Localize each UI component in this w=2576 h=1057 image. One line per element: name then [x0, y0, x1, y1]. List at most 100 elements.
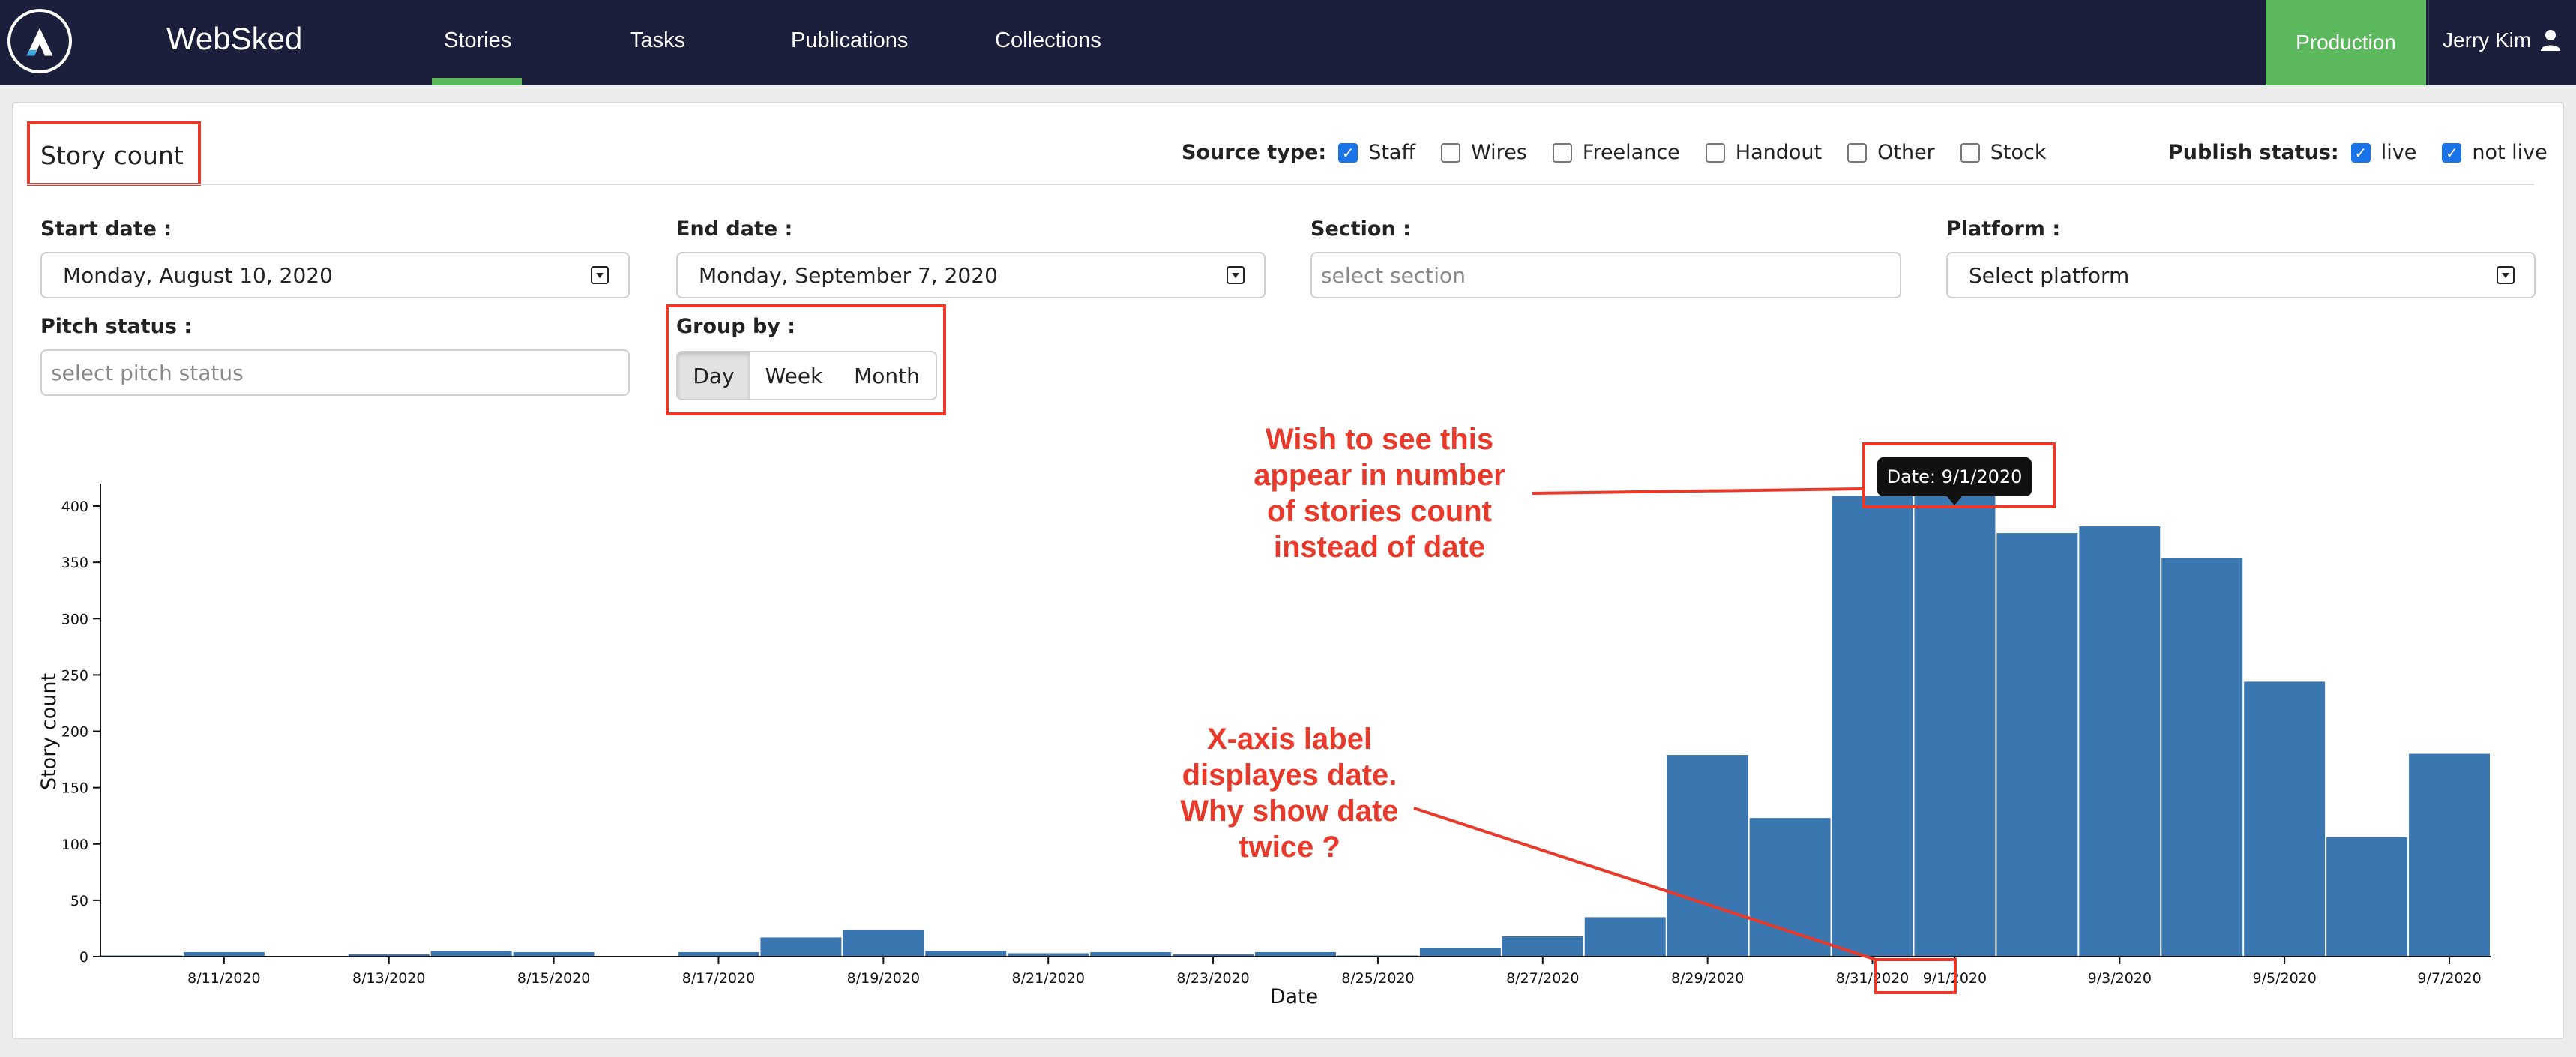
tab-collections[interactable]: Collections: [995, 28, 1101, 52]
annotation-line: appear in number: [1254, 459, 1505, 492]
x-tick-label: 8/23/2020: [1176, 970, 1249, 987]
top-nav: WebSked Stories Tasks Publications Colle…: [0, 0, 2576, 85]
user-menu[interactable]: Jerry Kim: [2443, 28, 2561, 52]
chart-bar: [1914, 493, 1996, 957]
section-input[interactable]: select section: [1310, 252, 1901, 298]
checkbox-label: Staff: [1368, 141, 1416, 164]
annotation-line: Why show date: [1180, 795, 1399, 828]
x-tick-label: 8/13/2020: [352, 970, 425, 987]
end-date-label: End date :: [676, 217, 793, 241]
y-tick-label: 200: [61, 724, 88, 741]
tab-publications[interactable]: Publications: [791, 28, 909, 52]
chart-bar: [1832, 496, 1913, 957]
x-tick-label: 8/27/2020: [1506, 970, 1579, 987]
checkbox-wires[interactable]: [1441, 142, 1461, 163]
group-by-month-button[interactable]: Month: [838, 351, 937, 400]
dropdown-icon: [2497, 266, 2515, 284]
tab-tasks[interactable]: Tasks: [630, 28, 686, 52]
xaxis-label-highlight-box: [1874, 958, 1957, 994]
environment-button[interactable]: Production: [2266, 0, 2426, 85]
y-tick-label: 300: [61, 611, 88, 627]
source-type-label: Source type:: [1182, 141, 1327, 164]
checkbox-label: Handout: [1735, 141, 1823, 164]
chart-bar: [1255, 951, 1336, 957]
chart-bar: [1502, 936, 1583, 957]
checkbox-stock[interactable]: [1960, 142, 1980, 163]
start-date-label: Start date :: [40, 217, 172, 241]
nav-divider: [2428, 0, 2429, 85]
chart-bar: [760, 937, 842, 957]
chart-bar: [2326, 837, 2408, 957]
chart-bar: [2079, 526, 2161, 957]
x-tick-label: 8/15/2020: [517, 970, 590, 987]
source-type-filter: Source type: ✓ Staff Wires Freelance Hand…: [1182, 141, 2060, 164]
chart-bar: [2244, 681, 2326, 957]
pitch-status-label: Pitch status :: [40, 315, 193, 338]
platform-select[interactable]: Select platform: [1946, 252, 2536, 298]
chart-bar: [348, 954, 430, 957]
x-axis-title: Date: [1270, 985, 1319, 1008]
pitch-status-placeholder: select pitch status: [51, 360, 244, 385]
group-by-label: Group by :: [676, 315, 796, 338]
x-tick-label: 9/3/2020: [2088, 970, 2152, 987]
checkbox-label: Stock: [1990, 141, 2047, 164]
chart-bar: [678, 951, 759, 957]
app-logo-icon[interactable]: [7, 9, 72, 73]
annotation-bottom: X-axis label displayes date. Why show da…: [1140, 721, 1439, 865]
checkbox-handout[interactable]: [1705, 142, 1725, 163]
app-name: WebSked: [166, 21, 303, 56]
chart-bar: [1008, 953, 1089, 957]
y-axis-title: Story count: [37, 673, 61, 790]
pitch-status-input[interactable]: select pitch status: [40, 349, 630, 396]
checkbox-staff[interactable]: ✓: [1338, 142, 1358, 163]
y-tick-label: 0: [79, 949, 88, 966]
checkbox-live[interactable]: ✓: [2350, 142, 2371, 163]
platform-value: Select platform: [1969, 262, 2130, 288]
checkbox-label: Freelance: [1582, 141, 1680, 164]
annotation-line: Wish to see this: [1265, 423, 1494, 456]
section-label: Section :: [1310, 217, 1411, 241]
x-tick-label: 8/11/2020: [187, 970, 260, 987]
chart-bar: [513, 951, 595, 957]
platform-label: Platform :: [1946, 217, 2061, 241]
x-tick-label: 8/29/2020: [1671, 970, 1744, 987]
group-by-week-button[interactable]: Week: [750, 351, 840, 400]
chart-bar: [1749, 818, 1831, 957]
chart-bar: [183, 951, 265, 957]
checkbox-other[interactable]: [1847, 142, 1868, 163]
bar-tooltip: Date: 9/1/2020: [1877, 457, 2032, 505]
checkbox-label: Other: [1877, 141, 1935, 164]
chart-bar: [1090, 951, 1172, 957]
checkbox-label: live: [2380, 141, 2417, 164]
end-date-select[interactable]: Monday, September 7, 2020: [676, 252, 1266, 298]
publish-status-label: Publish status:: [2168, 141, 2339, 164]
checkbox-freelance[interactable]: [1552, 142, 1572, 163]
dropdown-icon: [1227, 266, 1245, 284]
active-tab-indicator: [432, 78, 522, 85]
y-tick-label: 400: [61, 499, 88, 515]
x-tick-label: 8/19/2020: [847, 970, 920, 987]
annotation-line: of stories count: [1266, 495, 1493, 528]
start-date-value: Monday, August 10, 2020: [63, 262, 333, 288]
annotation-top: Wish to see this appear in number of sto…: [1215, 421, 1544, 565]
y-tick-label: 350: [61, 555, 88, 571]
tooltip-highlight-box: [1862, 442, 2056, 508]
start-date-select[interactable]: Monday, August 10, 2020: [40, 252, 630, 298]
checkbox-not-live[interactable]: ✓: [2442, 142, 2462, 163]
chart-bar: [1419, 947, 1501, 957]
user-icon: [2541, 30, 2561, 51]
checkbox-label: Wires: [1471, 141, 1527, 164]
annotation-line: twice ?: [1239, 831, 1340, 864]
publish-status-filter: Publish status: ✓ live ✓ not live: [2168, 141, 2561, 164]
chart-bar: [1996, 533, 2078, 957]
x-tick-label: 8/17/2020: [682, 970, 755, 987]
title-divider: [27, 184, 2534, 185]
tab-stories[interactable]: Stories: [444, 28, 512, 52]
group-by-day-button[interactable]: Day: [676, 351, 751, 400]
group-by-highlight-box: [666, 304, 946, 415]
y-tick-label: 100: [61, 837, 88, 853]
x-tick-label: 9/7/2020: [2417, 970, 2481, 987]
x-tick-label: 9/5/2020: [2253, 970, 2317, 987]
x-tick-label: 8/25/2020: [1341, 970, 1414, 987]
chart-bar: [2161, 558, 2243, 957]
